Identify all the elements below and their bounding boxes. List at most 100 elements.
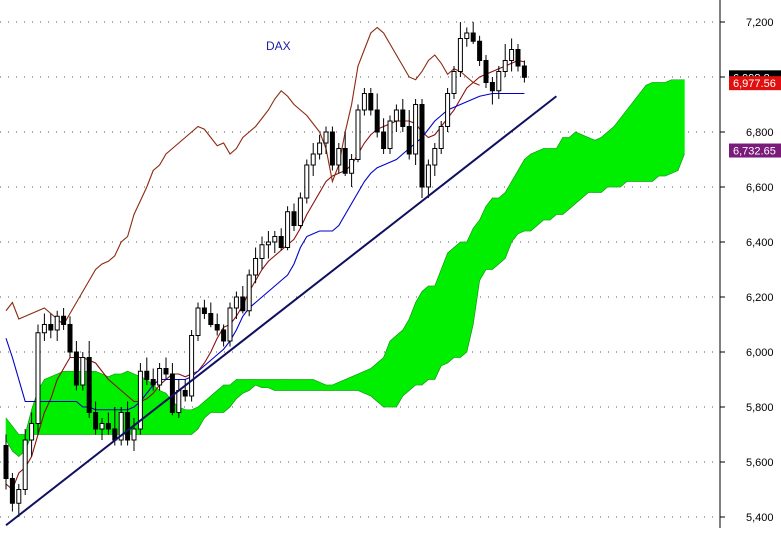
candle-body-down	[515, 49, 521, 67]
candle	[438, 121, 444, 154]
candle	[41, 313, 47, 341]
candle-body-down	[61, 315, 67, 325]
candle-body-up	[233, 296, 239, 309]
cloud-segment-bullish	[588, 137, 596, 193]
candle-body-down	[201, 307, 207, 314]
candle-body-up	[336, 148, 342, 166]
candle-body-down	[477, 40, 483, 61]
candle-body-down	[73, 351, 79, 386]
cloud-segment-bullish	[671, 79, 679, 174]
cloud-segment-bullish	[357, 370, 365, 394]
candle-body-down	[86, 357, 92, 413]
candle-body-down	[400, 109, 406, 127]
candle	[336, 143, 342, 174]
cloud-segment-bullish	[549, 148, 557, 221]
candle-body-up	[195, 307, 201, 336]
candle	[361, 88, 367, 116]
candle	[157, 363, 163, 391]
candle-body-up	[438, 126, 444, 149]
candle-body-down	[329, 131, 335, 166]
candle-body-down	[221, 329, 227, 342]
candle	[502, 44, 508, 77]
candle	[265, 231, 271, 259]
candle-body-up	[425, 164, 431, 188]
cloud-segment-bullish	[498, 191, 506, 265]
candle-body-down	[291, 211, 297, 226]
candle-body-up	[355, 109, 361, 160]
candle-body-down	[144, 370, 150, 380]
cloud-segment-bullish	[581, 134, 589, 199]
candle	[131, 418, 137, 451]
cloud-segment-bullish	[261, 379, 269, 389]
cloud-segment-bullish	[658, 82, 666, 177]
candle-body-up	[509, 49, 515, 61]
candle	[9, 473, 15, 512]
candle	[189, 330, 195, 402]
candle-body-down	[163, 368, 169, 375]
cloud-segment-bullish	[645, 82, 653, 182]
cloud-segment-bullish	[568, 131, 576, 210]
candle-body-up	[29, 423, 35, 441]
cloud-segment-bullish	[530, 150, 538, 232]
candle	[374, 93, 380, 138]
candle-body-down	[489, 82, 495, 92]
candle-body-up	[349, 159, 355, 174]
cloud-segment-bullish	[56, 370, 64, 435]
candle-body-up	[16, 489, 22, 504]
candle-body-up	[99, 423, 105, 430]
candlestick-layer	[3, 22, 527, 517]
cloud-segment-bullish	[428, 285, 436, 380]
cloud-segment-bullish	[556, 136, 564, 215]
cloud-segment-bullish	[453, 241, 461, 358]
cloud-segment-bullish	[364, 368, 372, 397]
y-tick-label: 6,600	[746, 182, 774, 194]
candle	[246, 269, 252, 317]
cloud-segment-bullish	[370, 362, 378, 403]
candle	[61, 308, 67, 330]
candle	[221, 324, 227, 347]
indicator-lines-layer	[5, 26, 525, 491]
chart-title: DAX	[266, 39, 291, 53]
candle-body-up	[304, 164, 310, 199]
cloud-segment-bullish	[293, 379, 301, 391]
candle	[35, 324, 41, 435]
candle	[381, 118, 387, 154]
candle	[432, 143, 438, 176]
cloud-segment-bullish	[280, 379, 288, 391]
cloud-segment-bullish	[511, 169, 519, 243]
cloud-segment-bullish	[664, 79, 672, 177]
candle	[240, 286, 246, 314]
cloud-segment-bullish	[306, 379, 314, 391]
candle	[515, 44, 521, 72]
cloud-segment-bullish	[421, 285, 429, 386]
candle	[521, 60, 527, 83]
candle	[233, 291, 239, 319]
candle	[304, 159, 310, 204]
candle-body-up	[317, 142, 323, 155]
candle-body-down	[3, 445, 9, 479]
cloud-segment-bullish	[517, 158, 525, 235]
candle	[285, 206, 291, 251]
cloud-segment-bullish	[639, 84, 647, 182]
candle	[67, 316, 73, 358]
candle	[393, 104, 399, 132]
price-tag-box	[729, 143, 781, 158]
candle-body-down	[214, 324, 220, 331]
candle	[477, 35, 483, 66]
candle	[342, 132, 348, 176]
candle-body-down	[150, 379, 156, 386]
candle-body-down	[419, 104, 425, 188]
candle	[201, 299, 207, 319]
candle	[413, 99, 419, 165]
cloud-segment-bullish	[440, 252, 448, 367]
cloud-segment-bullish	[607, 125, 615, 188]
cloud-segment-bullish	[376, 356, 384, 408]
candle	[355, 104, 361, 163]
candle-body-down	[368, 93, 374, 111]
candle	[387, 115, 393, 154]
cloud-segment-bullish	[620, 109, 628, 188]
candle-body-up	[22, 439, 28, 490]
candle	[445, 88, 451, 132]
candle	[144, 357, 150, 385]
